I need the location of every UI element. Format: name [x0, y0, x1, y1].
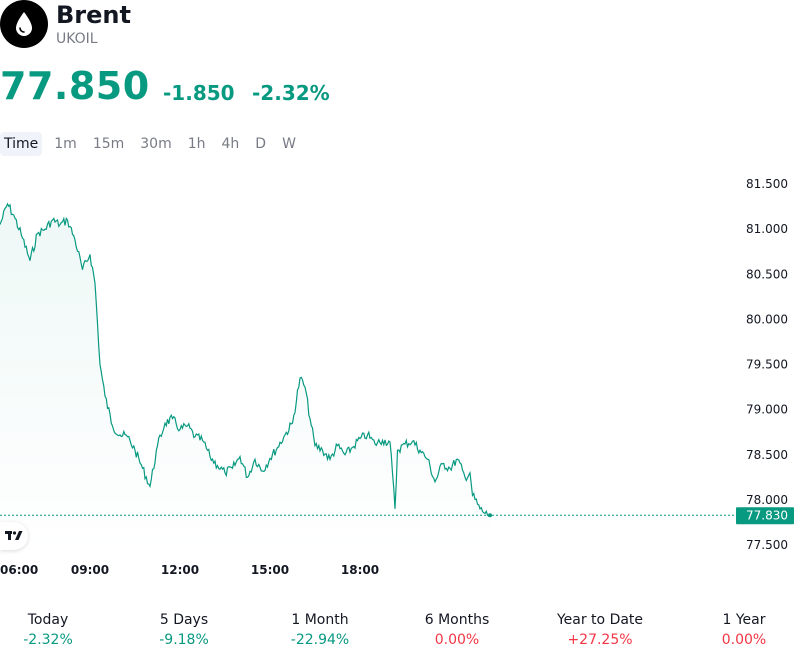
performance-label: 5 Days: [159, 612, 209, 628]
tradingview-icon: [5, 531, 23, 540]
symbol-logo: [0, 0, 48, 48]
last-price-dot: [488, 513, 492, 518]
y-tick-label: 79.000: [746, 403, 788, 417]
y-tick-label: 80.000: [746, 312, 788, 326]
performance-label: 1 Year: [722, 612, 766, 628]
performance-bar: Today -2.32% 5 Days -9.18% 1 Month -22.94% 6 M…: [0, 610, 800, 650]
interval-tab-d[interactable]: D: [255, 136, 267, 152]
performance-item[interactable]: 5 Days -9.18%: [124, 610, 244, 650]
y-tick-label: 77.500: [746, 538, 788, 552]
symbol-ticker: UKOIL: [56, 31, 98, 47]
performance-item[interactable]: 1 Month -22.94%: [260, 610, 380, 650]
y-tick-label: 81.000: [746, 222, 788, 236]
performance-value: 0.00%: [721, 632, 767, 648]
y-tick-label: 78.000: [746, 493, 788, 507]
interval-tab-1h[interactable]: 1h: [187, 136, 206, 152]
interval-tab-1m[interactable]: 1m: [54, 136, 77, 152]
oil-drop-icon: [16, 12, 32, 36]
price-row: 77.850 -1.850 -2.32%: [0, 62, 800, 112]
price-area-fill: [0, 203, 490, 550]
price-change-percent: -2.32%: [252, 81, 330, 105]
interval-tab-30m[interactable]: 30m: [140, 136, 172, 152]
interval-tab-time[interactable]: Time: [0, 132, 43, 156]
interval-selector: Time 1m 15m 30m 1h 4h D W: [0, 132, 308, 156]
performance-value: -22.94%: [290, 632, 350, 648]
x-axis: 06:00 09:00 12:00 15:00 18:00: [0, 563, 379, 577]
performance-item[interactable]: Year to Date +27.25%: [540, 610, 660, 650]
last-price: 77.850: [0, 64, 150, 108]
performance-label: Today: [27, 612, 69, 628]
x-tick-label: 15:00: [251, 563, 289, 577]
x-tick-label: 18:00: [341, 563, 379, 577]
y-tick-label: 78.500: [746, 448, 788, 462]
interval-tab-15m[interactable]: 15m: [92, 136, 125, 152]
price-line: [0, 202, 491, 517]
performance-item[interactable]: 1 Year 0.00%: [684, 610, 800, 650]
interval-tab-4h[interactable]: 4h: [221, 136, 240, 152]
performance-value: -2.32%: [23, 632, 73, 648]
y-axis: 81.500 81.000 80.500 80.000 79.500 79.000 78.5…: [746, 177, 788, 552]
performance-item[interactable]: 6 Months 0.00%: [397, 610, 517, 650]
x-tick-label: 09:00: [71, 563, 109, 577]
performance-label: 6 Months: [424, 612, 490, 628]
y-tick-label: 79.500: [746, 358, 788, 372]
price-chart[interactable]: 81.500 81.000 80.500 80.000 79.500 79.000 78.5…: [0, 170, 800, 590]
symbol-header: Brent UKOIL: [0, 0, 800, 60]
last-price-label: 77.830: [746, 509, 788, 523]
last-price-badge: [736, 507, 794, 525]
performance-item[interactable]: Today -2.32%: [0, 610, 108, 650]
performance-value: 0.00%: [434, 632, 480, 648]
y-tick-label: 81.500: [746, 177, 788, 191]
performance-label: 1 Month: [291, 612, 349, 628]
performance-value: +27.25%: [567, 632, 633, 648]
tradingview-logo[interactable]: [0, 522, 28, 550]
performance-label: Year to Date: [556, 612, 644, 628]
x-tick-label: 12:00: [161, 563, 199, 577]
y-tick-label: 80.500: [746, 267, 788, 281]
interval-tab-w[interactable]: W: [282, 136, 296, 152]
symbol-name: Brent: [56, 1, 131, 29]
performance-value: -9.18%: [159, 632, 209, 648]
x-tick-label: 06:00: [0, 563, 38, 577]
price-change: -1.850: [163, 81, 235, 105]
